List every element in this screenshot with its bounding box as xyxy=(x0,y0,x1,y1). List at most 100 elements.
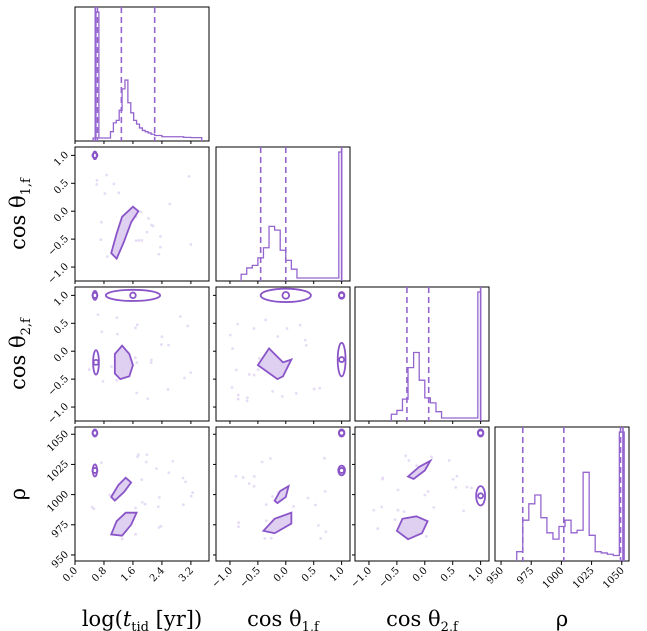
x-tick-label: 1.6 xyxy=(119,565,138,584)
scatter-point xyxy=(96,313,100,317)
x-tick-label: −0.5 xyxy=(377,565,402,590)
scatter-point xyxy=(396,488,400,492)
scatter-point xyxy=(228,333,232,337)
scatter-rho-logt xyxy=(90,453,195,541)
scatter-point xyxy=(323,456,326,460)
scatter-point xyxy=(144,460,148,464)
y-tick-label: −1.0 xyxy=(46,261,71,286)
contour-c2_logt-3 xyxy=(104,288,162,302)
scatter-point xyxy=(189,243,193,246)
contour-line xyxy=(110,205,140,261)
y-axis-label-c2: cos θ2,f xyxy=(6,317,34,390)
scatter-point xyxy=(447,458,451,462)
contour-ellipse xyxy=(91,463,98,478)
panel-frame-logt-logt xyxy=(74,6,210,142)
scatter-point xyxy=(257,356,261,360)
scatter-point xyxy=(189,371,193,374)
scatter-point xyxy=(306,496,310,500)
scatter-c1-logt xyxy=(95,173,193,258)
y-axis-label-c1: cos θ1,f xyxy=(6,177,34,250)
scatter-point xyxy=(276,335,280,338)
contour-c1_logt-0 xyxy=(91,150,99,161)
scatter-point xyxy=(304,343,308,347)
scatter-c2-logt xyxy=(87,313,193,401)
scatter-point xyxy=(465,485,469,489)
contour-fill xyxy=(111,512,137,536)
scatter-point xyxy=(179,315,182,318)
scatter-point xyxy=(105,173,109,177)
x-tick-label: 0.0 xyxy=(272,565,291,584)
scatter-point xyxy=(101,380,105,383)
panel-frame-rho-logt xyxy=(74,426,210,562)
contour-line xyxy=(406,458,433,480)
scatter-point xyxy=(90,505,94,509)
contour-c2_c1-6 xyxy=(259,287,312,303)
scatter-point xyxy=(191,491,195,494)
scatter-point xyxy=(271,390,275,393)
scatter-point xyxy=(145,453,149,457)
panel-frame-c1-c1 xyxy=(215,146,351,282)
contour-ellipse xyxy=(475,485,486,507)
scatter-point xyxy=(135,361,139,365)
contour-fill xyxy=(111,477,132,501)
scatter-point xyxy=(263,537,267,540)
contour-line xyxy=(395,515,429,541)
scatter-point xyxy=(231,347,234,351)
scatter-point xyxy=(432,506,436,509)
y-tick-label: 975 xyxy=(50,519,71,540)
scatter-point xyxy=(285,327,289,330)
y-tick-label: 1.0 xyxy=(52,290,71,309)
scatter-point xyxy=(115,316,119,319)
contour-ellipse xyxy=(259,287,312,303)
contour-fill xyxy=(257,348,292,380)
scatter-point xyxy=(157,252,161,256)
scatter-point xyxy=(318,386,322,390)
contour-rho_logt-12 xyxy=(110,476,133,502)
contour-core xyxy=(91,467,99,474)
scatter-point xyxy=(402,510,406,514)
panel-frame-c2-c1 xyxy=(215,286,351,422)
panel-frame-rho-rho xyxy=(494,426,630,562)
scatter-point xyxy=(455,474,459,478)
contour-core xyxy=(281,291,291,300)
y-tick-label: 1.0 xyxy=(52,150,71,169)
panel-frame-c2-logt xyxy=(74,286,210,422)
scatter-point xyxy=(167,471,171,475)
histogram-c2 xyxy=(390,287,482,421)
y-tick-label: 950 xyxy=(50,549,71,570)
scatter-point xyxy=(140,500,144,504)
scatter-point xyxy=(120,537,124,541)
scatter-point xyxy=(236,322,240,326)
contour-c2_logt-4 xyxy=(92,349,100,376)
scatter-point xyxy=(312,387,316,391)
scatter-point xyxy=(171,459,175,463)
scatter-point xyxy=(147,217,150,220)
scatter-point xyxy=(187,175,191,178)
scatter-point xyxy=(264,318,268,322)
scatter-point xyxy=(237,521,241,524)
x-axis-c1: −1.0 −0.5 0.0 0.5 1.0 xyxy=(210,561,347,590)
panel-frame-c2-c2 xyxy=(354,286,490,422)
scatter-point xyxy=(87,368,91,371)
contour-ellipse xyxy=(336,341,347,378)
x-tick-label: 0.5 xyxy=(439,565,458,584)
scatter-point xyxy=(314,503,317,507)
contour-rho_logt-11 xyxy=(91,463,99,478)
scatter-point xyxy=(133,356,137,360)
scatter-point xyxy=(451,477,455,481)
scatter-point xyxy=(280,394,284,398)
contour-c2_c1-7 xyxy=(337,291,346,300)
scatter-point xyxy=(237,525,240,529)
scatter-point xyxy=(156,505,160,509)
x-tick-label: 1025 xyxy=(571,565,597,591)
histogram-step-rho xyxy=(516,431,625,561)
y-tick-label: 1050 xyxy=(45,429,71,455)
histogram-c1 xyxy=(240,147,343,281)
contour-core xyxy=(477,492,485,500)
scatter-point xyxy=(252,373,256,377)
contour-core xyxy=(338,429,346,437)
scatter-point xyxy=(260,460,264,464)
contour-core xyxy=(477,429,485,437)
contour-fill xyxy=(263,512,292,534)
histogram-step-logt xyxy=(92,11,203,141)
